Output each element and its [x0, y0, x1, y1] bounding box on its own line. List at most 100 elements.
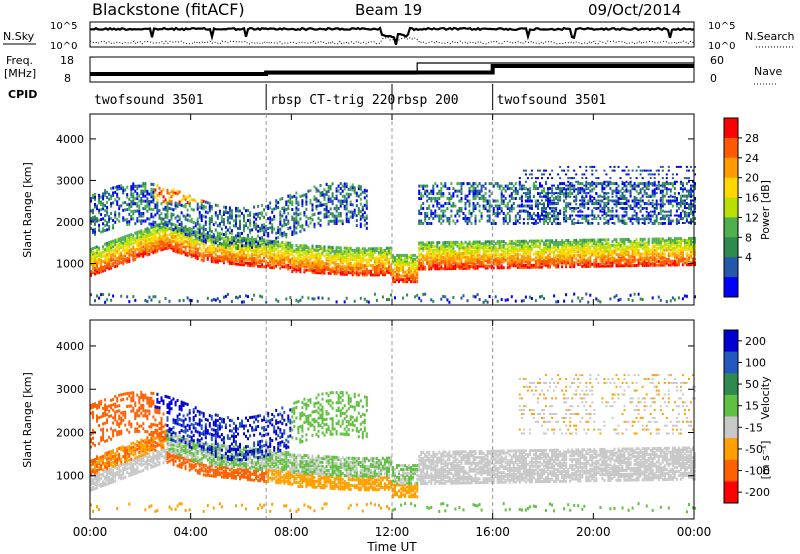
power-cell — [323, 245, 326, 249]
power-cell — [247, 258, 249, 262]
power-cell — [204, 223, 207, 226]
power-cell — [245, 256, 247, 259]
power-cell — [341, 252, 344, 256]
power-cell — [279, 232, 282, 236]
power-cell — [367, 300, 370, 304]
power-cell — [92, 216, 94, 220]
power-cell — [343, 267, 346, 271]
power-cell — [545, 243, 547, 247]
power-cell — [369, 256, 372, 260]
power-cell — [279, 259, 282, 263]
power-cell — [116, 240, 119, 244]
power-cell — [583, 240, 586, 244]
power-cell — [271, 208, 274, 212]
power-cell — [126, 208, 129, 212]
power-cell — [204, 235, 207, 239]
power-cell — [104, 266, 107, 270]
power-cell — [365, 214, 368, 218]
power-cell — [371, 267, 374, 271]
power-cell — [144, 244, 147, 248]
power-cell — [442, 248, 445, 252]
power-cell — [492, 260, 495, 264]
power-cell — [587, 257, 590, 261]
power-cell — [335, 300, 338, 304]
power-cell — [551, 192, 554, 195]
power-cell — [98, 201, 101, 205]
power-cell — [557, 263, 560, 267]
power-cell — [301, 244, 304, 248]
power-cell — [168, 238, 171, 242]
power-cell — [90, 219, 92, 223]
power-cell — [438, 257, 441, 261]
power-cell — [369, 273, 372, 277]
power-cell — [466, 261, 469, 265]
power-cell — [152, 223, 155, 226]
power-cell — [545, 263, 547, 267]
power-cell — [90, 251, 92, 255]
power-cell — [349, 215, 352, 219]
power-cell — [301, 204, 304, 208]
power-cell — [178, 226, 181, 230]
power-cell — [591, 169, 594, 172]
power-cell — [142, 184, 145, 188]
power-cell — [416, 274, 419, 278]
power-cell — [154, 203, 157, 207]
power-cell — [98, 261, 101, 265]
power-cell — [347, 248, 350, 252]
power-cell — [212, 247, 215, 251]
power-cell — [263, 255, 266, 259]
power-cell — [188, 241, 191, 245]
power-cell — [162, 243, 165, 247]
power-cell — [410, 253, 413, 257]
power-cell — [420, 243, 423, 247]
power-cell — [327, 200, 330, 204]
power-cell — [581, 257, 584, 261]
power-cell — [98, 269, 101, 273]
power-cell — [114, 213, 117, 217]
power-cell — [347, 254, 350, 258]
power-cell — [545, 180, 547, 183]
power-cell — [190, 255, 193, 259]
power-cell — [545, 217, 547, 220]
power-cell — [102, 247, 105, 251]
power-cell — [351, 273, 354, 277]
power-cell — [100, 255, 103, 259]
power-cell — [369, 269, 372, 273]
power-cell — [174, 223, 177, 227]
power-cell — [500, 194, 503, 198]
power-cell — [448, 267, 451, 271]
power-cell — [281, 248, 284, 252]
power-cell — [327, 255, 330, 258]
power-cell — [450, 263, 453, 267]
power-cell — [345, 205, 348, 208]
power-cell — [218, 255, 221, 259]
cpid-segment-label: rbsp CT-trig 220 — [270, 93, 395, 108]
power-cell — [494, 182, 497, 186]
power-cell — [253, 258, 256, 262]
power-cell — [357, 271, 360, 275]
power-cell — [186, 218, 189, 222]
power-cell — [263, 233, 266, 237]
power-cell — [134, 239, 137, 243]
power-cell — [390, 293, 392, 297]
power-cell — [178, 240, 181, 243]
power-cell — [400, 274, 403, 278]
power-cell — [128, 243, 131, 247]
power-cell — [239, 257, 241, 261]
power-cell — [196, 202, 199, 206]
power-cell — [114, 261, 117, 265]
power-cell — [537, 214, 539, 217]
power-cell — [150, 250, 153, 254]
power-cell — [283, 254, 286, 258]
power-cell — [293, 262, 296, 266]
power-cell — [555, 202, 558, 205]
power-cell — [412, 263, 415, 267]
power-cell — [150, 207, 153, 211]
power-cell — [583, 242, 586, 246]
power-cell — [337, 212, 340, 215]
power-cell — [283, 261, 286, 265]
power-cell — [432, 263, 435, 267]
power-cell — [162, 236, 165, 240]
power-cell — [327, 197, 330, 201]
power-cell — [251, 254, 254, 258]
